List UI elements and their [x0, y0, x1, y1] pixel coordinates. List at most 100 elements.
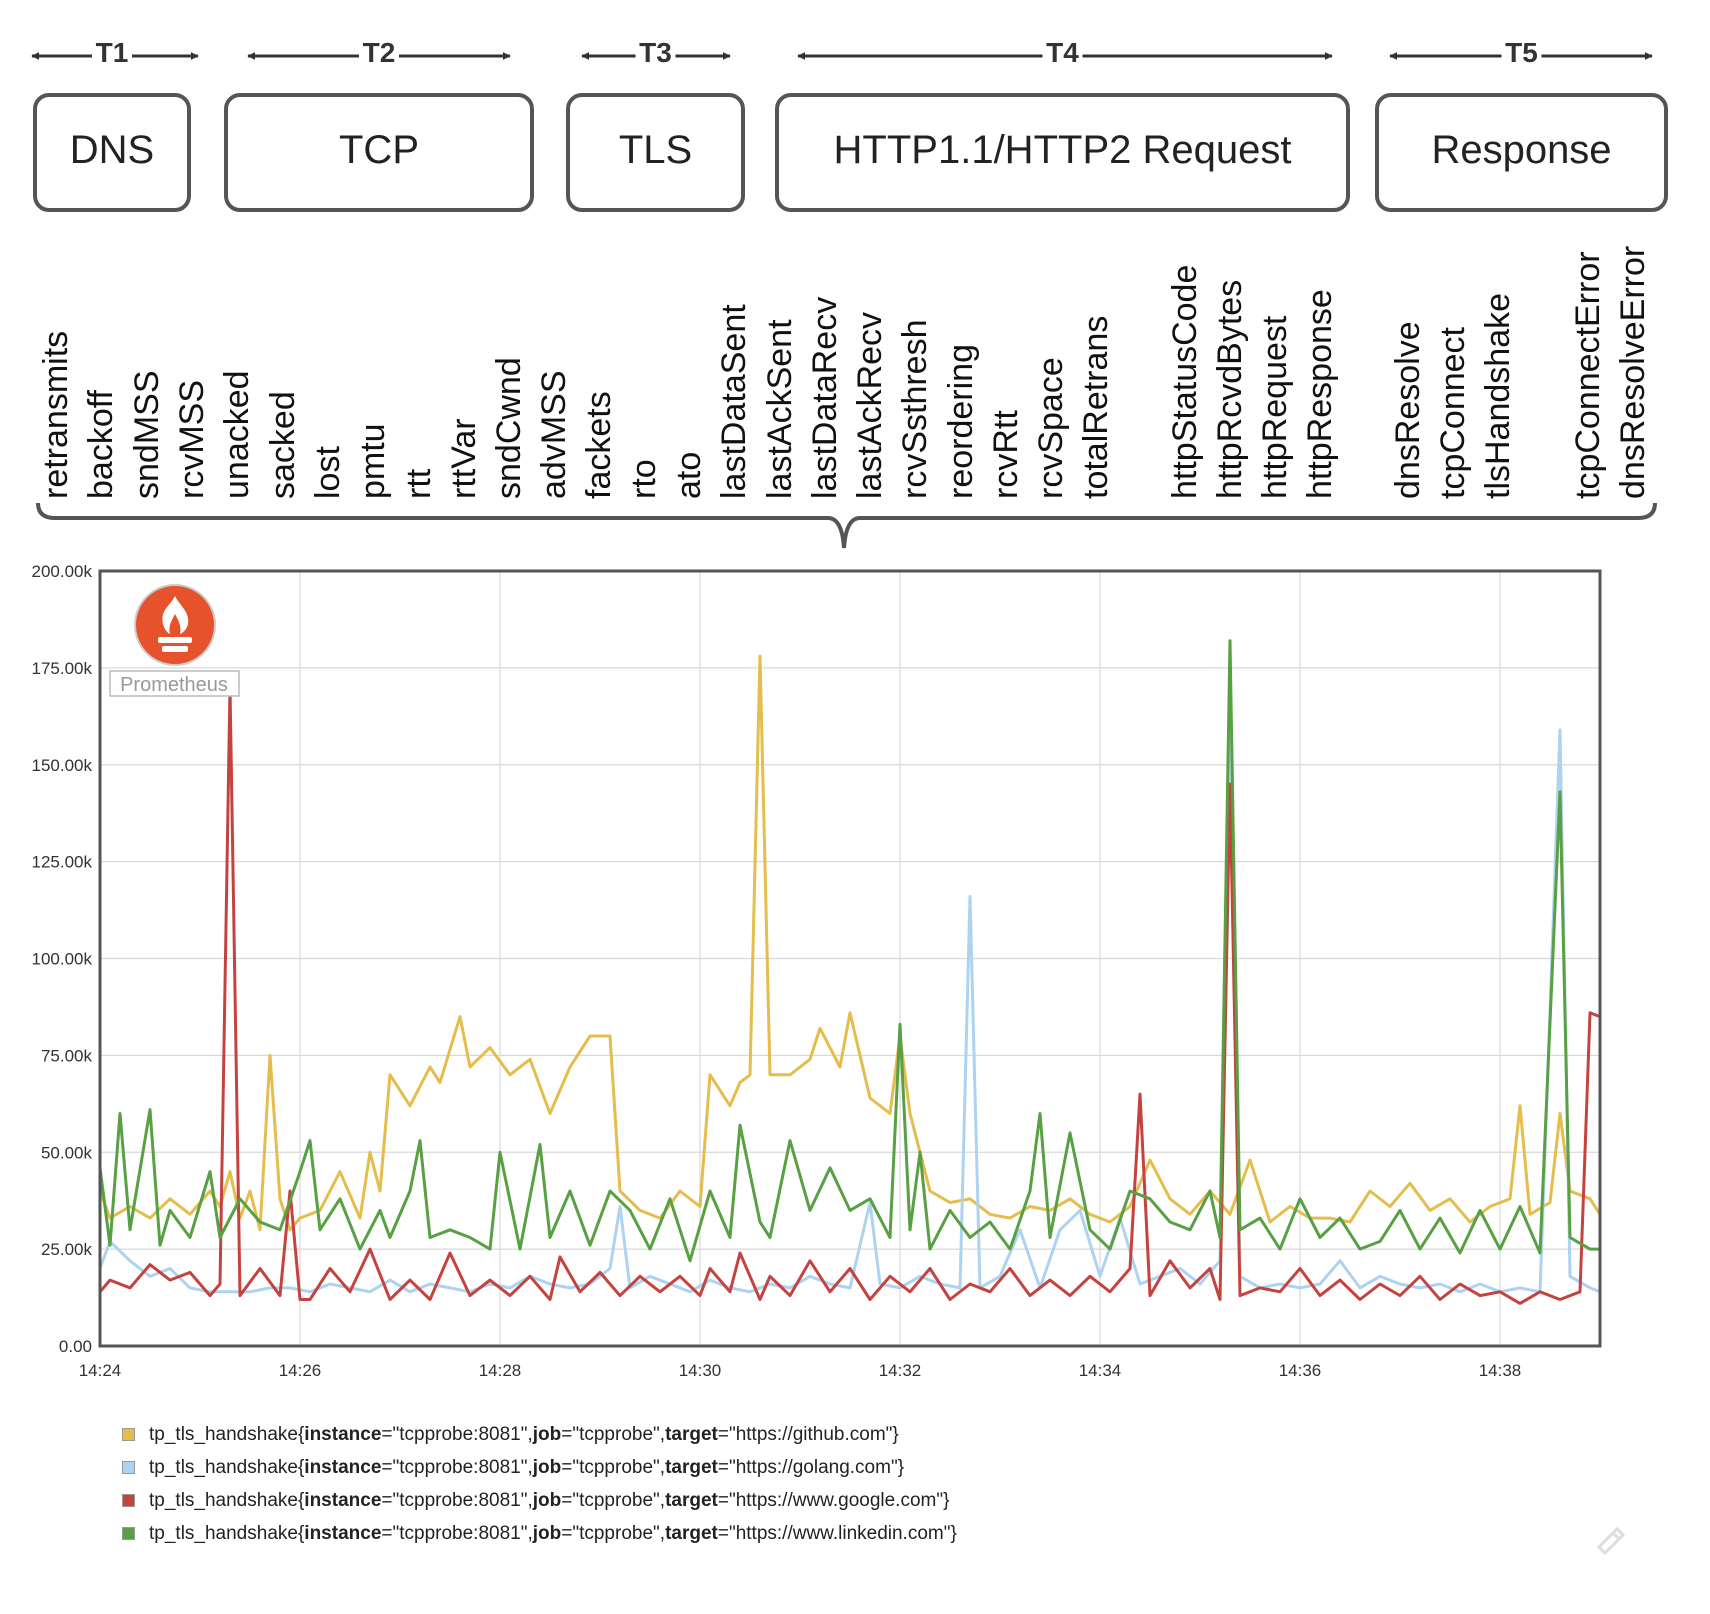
- tls-handshake-chart: 0.00 25.00k 50.00k 75.00k 100.00k 125.00k 150.…: [32, 562, 1602, 1380]
- metric-retransmits: retransmits: [37, 331, 75, 499]
- legend-label-key: job: [532, 1423, 562, 1445]
- legend-swatch: [122, 1428, 135, 1441]
- metric-rtt: rtt: [400, 468, 438, 499]
- legend-label-text: ="https://www.google.com"}: [717, 1489, 950, 1511]
- legend-label-text: ="tcpprobe:8081",: [381, 1423, 533, 1445]
- legend-swatch: [122, 1461, 135, 1474]
- phase-id-label: T2: [363, 37, 396, 68]
- phase-t3: T3 TLS: [566, 37, 745, 212]
- x-tick-label: 14:28: [479, 1361, 522, 1380]
- legend-label-text: ="tcpprobe:8081",: [381, 1522, 533, 1544]
- logo-label-box: [109, 670, 240, 697]
- legend-label-key: target: [665, 1522, 718, 1544]
- legend-label-text: ="https://github.com"}: [717, 1423, 899, 1445]
- legend-label-text: ="https://golang.com"}: [717, 1456, 905, 1478]
- x-tick-label: 14:32: [879, 1361, 922, 1380]
- legend-swatch: [122, 1494, 135, 1507]
- series-line-linkedin: [98, 639, 1600, 1263]
- phase-id-label: T5: [1505, 37, 1538, 68]
- y-tick-label: 0.00: [59, 1337, 92, 1356]
- edit-pencil-icon[interactable]: [1593, 1523, 1627, 1557]
- metric-tcpconnecterror: tcpConnectError: [1569, 251, 1607, 499]
- flame-shape: [162, 596, 189, 634]
- metric-httpstatuscode: httpStatusCode: [1166, 265, 1204, 499]
- legend-item-github[interactable]: tp_tls_handshake{instance ="tcpprobe:8081…: [122, 1418, 957, 1451]
- metric-backoff: backoff: [82, 389, 120, 499]
- legend-label-key: job: [532, 1522, 562, 1544]
- x-tick-label: 14:30: [679, 1361, 722, 1380]
- metric-totalretrans: totalRetrans: [1077, 316, 1115, 499]
- legend-label-text: tp_tls_handshake{: [149, 1489, 305, 1511]
- phase-box-label: TCP: [339, 128, 419, 172]
- metric-lastackrecv: lastAckRecv: [851, 312, 889, 499]
- legend-label-key: instance: [304, 1456, 382, 1478]
- legend-label-key: instance: [304, 1489, 382, 1511]
- metric-sndcwnd: sndCwnd: [490, 357, 528, 499]
- legend-label-key: instance: [304, 1423, 382, 1445]
- phase-t5: T5 Response: [1375, 37, 1668, 212]
- flame-base-bottom: [162, 646, 188, 652]
- phase-box-label: HTTP1.1/HTTP2 Request: [834, 128, 1292, 172]
- metric-lost: lost: [309, 446, 347, 499]
- y-tick-label: 100.00k: [32, 950, 93, 969]
- series-line-github: [98, 654, 1602, 1232]
- legend-item-linkedin[interactable]: tp_tls_handshake{instance ="tcpprobe:8081…: [122, 1517, 957, 1550]
- legend-item-google[interactable]: tp_tls_handshake{instance ="tcpprobe:8081…: [122, 1484, 957, 1517]
- y-tick-label: 50.00k: [41, 1143, 93, 1162]
- metric-httprequest: httpRequest: [1256, 315, 1294, 499]
- legend-label-text: ="tcpprobe",: [561, 1489, 666, 1511]
- x-tick-label: 14:26: [279, 1361, 322, 1380]
- series-line-google: [98, 685, 1601, 1305]
- phase-box-label: TLS: [619, 128, 692, 172]
- metrics-brace: [36, 502, 1657, 549]
- legend-label-key: target: [665, 1489, 718, 1511]
- legend-label-key: job: [532, 1489, 562, 1511]
- legend-label-key: target: [665, 1456, 718, 1478]
- prometheus-flame-icon: [134, 584, 216, 666]
- legend-item-golang[interactable]: tp_tls_handshake{instance ="tcpprobe:8081…: [122, 1451, 957, 1484]
- plot-frame: [98, 569, 1602, 1348]
- metric-pmtu: pmtu: [354, 423, 392, 499]
- legend-label-text: tp_tls_handshake{: [149, 1522, 305, 1544]
- phase-box: [33, 93, 191, 212]
- phase-box: [775, 93, 1350, 212]
- phase-t4: T4 HTTP1.1/HTTP2 Request: [775, 37, 1350, 212]
- legend-label-text: ="tcpprobe",: [561, 1456, 666, 1478]
- metric-lastdatarecv: lastDataRecv: [806, 297, 844, 499]
- legend-label-text: ="tcpprobe:8081",: [381, 1456, 533, 1478]
- x-tick-label: 14:36: [1279, 1361, 1322, 1380]
- metric-httpresponse: httpResponse: [1301, 289, 1339, 499]
- metric-sacked: sacked: [264, 391, 302, 499]
- metric-names: retransmits backoff sndMSS rcvMSS unacked sac…: [37, 246, 1652, 499]
- legend-label-text: ="tcpprobe:8081",: [381, 1489, 533, 1511]
- legend-swatch: [122, 1527, 135, 1540]
- logo-label: Prometheus: [120, 674, 228, 696]
- metric-rttvar: rttVar: [445, 418, 483, 499]
- x-tick-label: 14:38: [1479, 1361, 1522, 1380]
- metric-unacked: unacked: [218, 370, 256, 499]
- phase-id-label: T1: [96, 37, 129, 68]
- metric-lastacksent: lastAckSent: [761, 319, 799, 499]
- phase-timeline: T1 DNS T2 TCP T3 TLS T4 HTTP1.1/HTTP2 Request T5…: [31, 37, 1668, 212]
- metric-sndmss: sndMSS: [128, 371, 166, 500]
- y-tick-label: 175.00k: [32, 659, 93, 678]
- metric-fackets: fackets: [580, 391, 618, 499]
- metric-dnsresolve: dnsResolve: [1389, 321, 1427, 499]
- metric-advmss: advMSS: [535, 371, 573, 500]
- flame-base-top: [158, 637, 192, 643]
- phase-t1: T1 DNS: [31, 37, 199, 212]
- chart-legend: tp_tls_handshake{instance ="tcpprobe:8081…: [122, 1418, 957, 1550]
- prometheus-logo: Prometheus: [109, 584, 240, 697]
- metric-tcpconnect: tcpConnect: [1434, 326, 1472, 499]
- metric-ato: ato: [670, 452, 708, 499]
- legend-label-text: ="tcpprobe",: [561, 1423, 666, 1445]
- legend-label-text: ="https://www.linkedin.com"}: [717, 1522, 957, 1544]
- metric-lastdatasent: lastDataSent: [715, 304, 753, 499]
- y-tick-label: 125.00k: [32, 853, 93, 872]
- legend-label-key: instance: [304, 1522, 382, 1544]
- legend-label-text: ="tcpprobe",: [561, 1522, 666, 1544]
- series-line-golang: [98, 728, 1601, 1294]
- metric-rcvrtt: rcvRtt: [987, 410, 1025, 499]
- metric-httprcvdbytes: httpRcvdBytes: [1211, 280, 1249, 499]
